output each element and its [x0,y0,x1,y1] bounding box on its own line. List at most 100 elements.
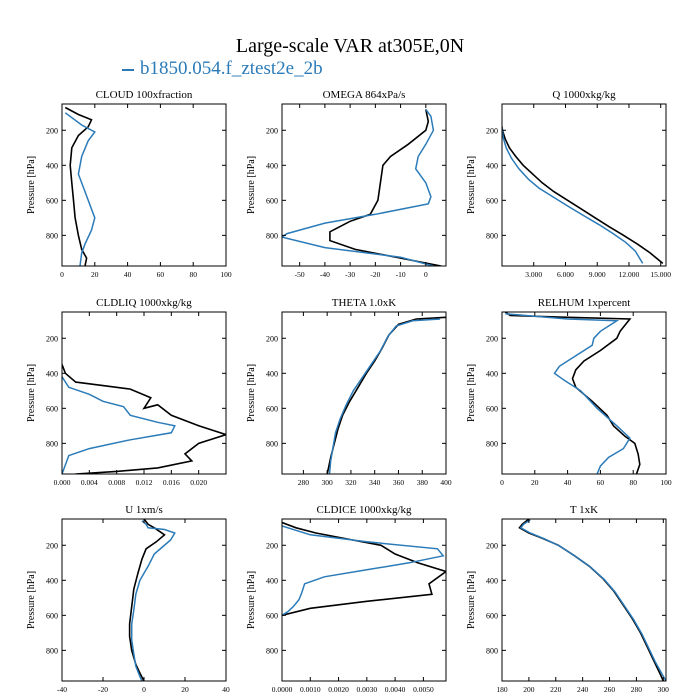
series-line-blue [328,318,441,474]
series-line-black [502,126,664,265]
x-tick-label: 320 [345,478,357,487]
y-tick-label: 400 [266,576,278,585]
x-tick-label: -10 [396,270,406,279]
x-tick-label: 280 [298,478,310,487]
y-tick-label: 200 [46,541,58,550]
x-tick-label: 0.0020 [328,685,349,694]
x-tick-label: 0.0050 [413,685,434,694]
y-axis-label: Pressure [hPa] [246,571,257,629]
y-axis-label: Pressure [hPa] [246,156,257,214]
x-tick-label: 0.016 [163,478,180,487]
x-tick-label: 300 [658,685,670,694]
y-tick-label: 800 [266,439,278,448]
y-tick-label: 800 [46,646,58,655]
y-tick-label: 400 [46,369,58,378]
y-tick-label: 600 [486,611,498,620]
plot-frame [501,103,667,267]
y-tick-label: 200 [266,334,278,343]
legend: b1850.054.f_ztest2e_2b [122,58,323,80]
plot-frame [501,311,667,475]
chart-panel: Q 1000xkg/kg Pressure [hPa] 3.000 6.000 9.00… [466,89,671,279]
x-tick-label: 40 [124,270,132,279]
chart-title: T 1xK [570,504,598,516]
series-line-blue [282,525,445,616]
x-tick-label: 0 [500,478,504,487]
x-tick-label: 0.0040 [385,685,406,694]
x-tick-label: 0.008 [108,478,125,487]
y-tick-label: 400 [266,369,278,378]
x-tick-label: 20 [91,270,99,279]
y-tick-label: 800 [486,646,498,655]
x-tick-label: 0.004 [81,478,98,487]
x-tick-label: 0.020 [190,478,207,487]
x-tick-label: 380 [417,478,429,487]
y-axis-label: Pressure [hPa] [466,571,477,629]
x-tick-label: 60 [157,270,165,279]
chart-title: RELHUM 1xpercent [538,297,631,309]
y-tick-label: 400 [266,161,278,170]
x-tick-label: -30 [345,270,355,279]
chart-panel: OMEGA 864xPa/s Pressure [hPa] -50 -40 -30 -20… [246,89,447,279]
x-tick-label: 200 [523,685,535,694]
plot-frame [61,103,227,267]
x-tick-label: 40 [564,478,572,487]
plot-frame [281,518,447,682]
y-tick-label: 200 [486,126,498,135]
x-tick-label: 340 [369,478,381,487]
y-axis-label: Pressure [hPa] [466,156,477,214]
plot-frame [501,518,667,682]
x-tick-label: 20 [181,685,189,694]
y-tick-label: 600 [266,611,278,620]
y-tick-label: 200 [486,541,498,550]
x-tick-label: 0.0010 [300,685,321,694]
series-line-blue [64,112,96,266]
x-tick-label: -20 [370,270,380,279]
chart-panel: THETA 1.0xK Pressure [hPa] 280 300 320 340 360… [246,297,452,487]
chart-panel: CLDLIQ 1000xkg/kg Pressure [hPa] 0.000 0.00… [26,297,227,487]
y-tick-label: 400 [46,161,58,170]
plot-frame [61,518,227,682]
x-tick-label: 220 [550,685,562,694]
y-tick-label: 800 [266,231,278,240]
y-tick-label: 600 [46,611,58,620]
x-tick-label: 400 [440,478,452,487]
y-tick-label: 200 [266,126,278,135]
y-axis-label: Pressure [hPa] [246,364,257,422]
plot-frame [281,311,447,475]
y-tick-label: 800 [486,439,498,448]
plot-frame [281,103,447,267]
x-tick-label: 360 [393,478,405,487]
chart-title: THETA 1.0xK [332,297,397,309]
x-tick-label: 0.012 [136,478,153,487]
x-tick-label: 300 [322,478,334,487]
chart-panel: T 1xK Pressure [hPa] 180 200 220 240 260 280 300… [466,504,669,694]
y-tick-label: 200 [46,126,58,135]
chart-panel: U 1xm/s Pressure [hPa] -40 -20 0 20 40 200 400 60… [26,504,230,694]
y-tick-label: 600 [266,196,278,205]
y-tick-label: 800 [46,231,58,240]
legend-line-icon [122,68,134,71]
x-tick-label: 260 [604,685,616,694]
x-tick-label: -50 [295,270,305,279]
y-tick-label: 600 [46,404,58,413]
chart-panel: CLOUD 100xfraction Pressure [hPa] 0 20 40 60 8… [26,89,232,279]
x-tick-label: 280 [631,685,643,694]
x-tick-label: 100 [220,270,232,279]
chart-title: OMEGA 864xPa/s [323,89,406,101]
y-tick-label: 400 [486,576,498,585]
x-tick-label: -20 [98,685,108,694]
series-line-blue [502,126,644,264]
y-tick-label: 800 [46,439,58,448]
x-tick-label: 100 [660,478,672,487]
y-tick-label: 800 [266,646,278,655]
x-tick-label: 60 [597,478,605,487]
x-tick-label: -40 [320,270,330,279]
y-axis-label: Pressure [hPa] [26,571,37,629]
x-tick-label: 0 [424,270,428,279]
x-tick-label: 0 [60,270,64,279]
y-tick-label: 400 [486,369,498,378]
series-line-black [329,109,442,266]
x-tick-label: 9.000 [589,270,606,279]
y-tick-label: 200 [46,334,58,343]
